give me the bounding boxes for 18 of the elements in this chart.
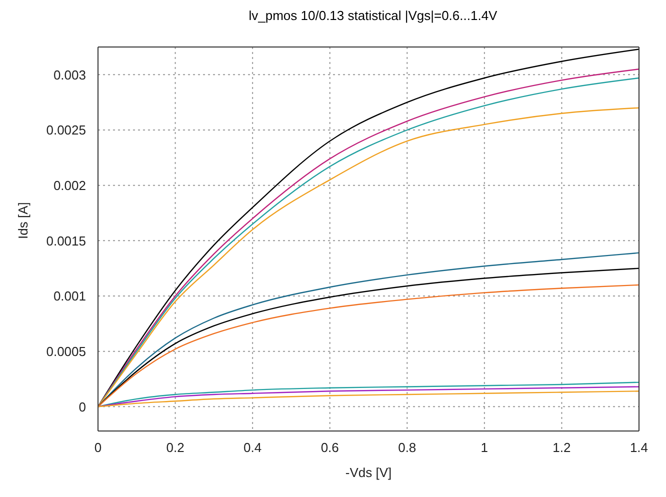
y-tick-label: 0 xyxy=(78,399,86,414)
x-tick-label: 0.2 xyxy=(166,440,184,456)
x-tick-label: 1.2 xyxy=(552,440,571,456)
y-axis-title: Ids [A] xyxy=(16,202,31,239)
y-tick-label: 0.002 xyxy=(53,178,86,193)
chart-title: lv_pmos 10/0.13 statistical |Vgs|=0.6...1.4V xyxy=(248,8,498,25)
x-tick-label: 1 xyxy=(480,440,488,456)
y-tick-label: 0.0005 xyxy=(46,344,86,359)
x-tick-label: 0.8 xyxy=(398,440,416,456)
x-axis-title: -Vds [V] xyxy=(345,465,392,480)
y-tick-label: 0.003 xyxy=(53,67,86,82)
x-tick-label: 0 xyxy=(94,440,102,456)
x-tick-label: 1.4 xyxy=(630,440,648,456)
y-tick-label: 0.001 xyxy=(53,288,86,304)
x-tick-label: 0.6 xyxy=(320,440,339,456)
y-tick-label: 0.0025 xyxy=(46,122,86,138)
y-tick-label: 0.0015 xyxy=(46,233,86,248)
x-tick-label: 0.4 xyxy=(244,440,262,456)
